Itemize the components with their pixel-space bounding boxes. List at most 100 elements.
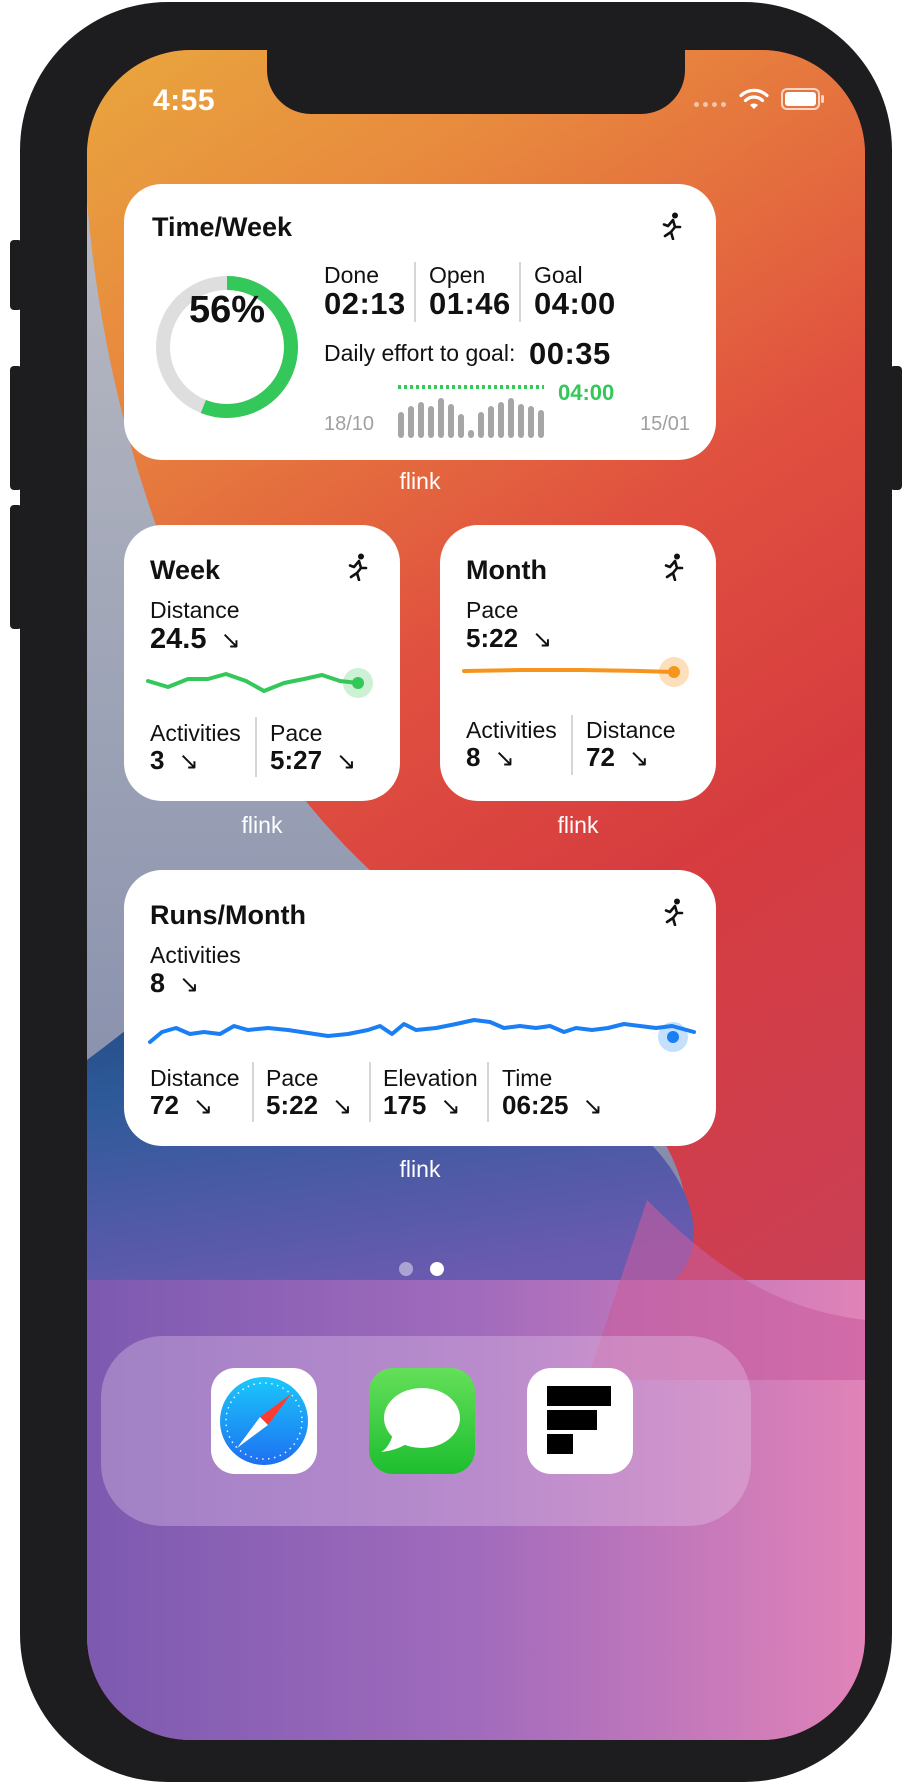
bar: [538, 410, 544, 438]
pace-trend-line: [462, 657, 689, 687]
distance-number: 72: [586, 742, 615, 772]
activities-label: Activities: [150, 942, 241, 968]
elevation-value: 175 ↘: [383, 1090, 461, 1121]
widget-title: Time/Week: [152, 212, 293, 242]
messages-icon[interactable]: [369, 1368, 475, 1474]
widget-title: Runs/Month: [150, 900, 306, 930]
bar: [498, 402, 504, 438]
trend-down-icon: ↘: [532, 626, 553, 653]
widget-title: Week: [150, 555, 221, 585]
distance-number: 72: [150, 1090, 179, 1120]
power-button: [890, 366, 902, 490]
weekly-bar-chart: [398, 385, 544, 438]
running-figure-icon: [664, 898, 684, 926]
safari-icon[interactable]: [211, 1368, 317, 1474]
bar: [488, 406, 494, 438]
flink-app-icon[interactable]: [527, 1368, 633, 1474]
pace-label: Pace: [270, 720, 323, 746]
elevation-number: 175: [383, 1090, 427, 1120]
distance-value: 72 ↘: [150, 1090, 213, 1121]
trend-down-icon: ↘: [336, 748, 357, 775]
bar: [468, 430, 474, 438]
pace-value: 5:27 ↘: [270, 745, 356, 776]
trend-down-icon: ↘: [582, 1093, 603, 1120]
progress-ring-arc: [156, 276, 298, 418]
bar: [518, 404, 524, 438]
page-dot-2[interactable]: [430, 1262, 444, 1276]
goal-value: 04:00: [534, 286, 616, 321]
pace-label: Pace: [466, 597, 519, 623]
daily-effort-label: Daily effort to goal:: [324, 340, 516, 366]
pace-number: 5:27: [270, 745, 323, 775]
activities-value: 8 ↘: [150, 968, 199, 999]
bar: [458, 414, 464, 438]
time-value: 06:25 ↘: [502, 1090, 603, 1121]
chart-goal-value: 04:00: [558, 380, 615, 405]
activities-number: 8: [466, 742, 481, 772]
week-widget[interactable]: Week Distance 24.5 ↘ Activities 3 ↘ Pace 5…: [124, 525, 400, 801]
time-number: 06:25: [502, 1090, 569, 1120]
time-label: Time: [502, 1065, 553, 1091]
trend-down-icon: ↘: [628, 745, 650, 772]
activities-number: 3: [150, 745, 165, 775]
chart-end-date: 15/01: [640, 413, 691, 435]
done-label: Done: [324, 262, 379, 288]
elevation-label: Elevation: [383, 1065, 478, 1091]
runs-month-widget[interactable]: Runs/Month Activities 8 ↘ Distance 72 ↘ Pa…: [124, 870, 716, 1146]
divider: [414, 262, 416, 322]
home-screen: 4:55 Time/Week 56%: [87, 50, 865, 1740]
wifi-icon: [739, 88, 769, 109]
volume-down-button: [10, 505, 22, 629]
battery-icon: [781, 88, 824, 110]
cellular-signal-icon: [694, 102, 726, 107]
distance-value: 72 ↘: [586, 742, 649, 773]
distance-trend-line: [146, 668, 373, 698]
widget-caption: flink: [399, 1156, 441, 1182]
bar: [438, 398, 444, 438]
trend-down-icon: ↘: [332, 1093, 353, 1120]
pace-number: 5:22: [466, 623, 519, 653]
divider: [255, 717, 257, 777]
time-week-widget[interactable]: Time/Week 56% Done 02:13 Open 01:46 Goal…: [124, 184, 716, 460]
widget-caption: flink: [241, 812, 283, 838]
divider: [487, 1062, 489, 1122]
open-value: 01:46: [429, 286, 511, 321]
divider: [252, 1062, 254, 1122]
pace-number: 5:22: [266, 1090, 319, 1120]
page-dot-1[interactable]: [399, 1262, 413, 1276]
notch: [267, 50, 685, 114]
distance-label: Distance: [150, 1065, 240, 1091]
divider: [519, 262, 521, 322]
done-value: 02:13: [324, 286, 406, 321]
goal-label: Goal: [534, 262, 583, 288]
volume-up-button: [10, 366, 22, 490]
bar: [508, 398, 514, 438]
month-widget[interactable]: Month Pace 5:22 ↘ Activities 8 ↘ Distance …: [440, 525, 716, 801]
bar: [408, 406, 414, 438]
bar: [528, 406, 534, 438]
phone-frame: 4:55 Time/Week 56%: [20, 2, 892, 1782]
widget-title: Month: [466, 555, 547, 585]
pace-label: Pace: [266, 1065, 319, 1091]
status-time: 4:55: [153, 84, 216, 117]
widget-caption: flink: [399, 468, 441, 494]
bar: [428, 406, 434, 438]
trend-down-icon: ↘: [494, 745, 515, 772]
widget-caption: flink: [557, 812, 599, 838]
distance-number: 24.5: [150, 623, 207, 655]
divider: [571, 715, 573, 775]
bar: [418, 402, 424, 438]
bar: [478, 412, 484, 438]
chart-start-date: 18/10: [324, 413, 375, 435]
activities-label: Activities: [466, 717, 557, 743]
trend-down-icon: ↘: [192, 1093, 214, 1120]
trend-down-icon: ↘: [179, 971, 200, 998]
distance-label: Distance: [586, 717, 676, 743]
distance-value: 24.5 ↘: [150, 623, 241, 656]
mute-switch: [10, 240, 22, 310]
activities-value: 8 ↘: [466, 742, 515, 773]
running-figure-icon: [662, 212, 682, 240]
progress-ring: [156, 276, 298, 418]
pace-value: 5:22 ↘: [266, 1090, 352, 1121]
activities-trend-line: [148, 1018, 696, 1052]
